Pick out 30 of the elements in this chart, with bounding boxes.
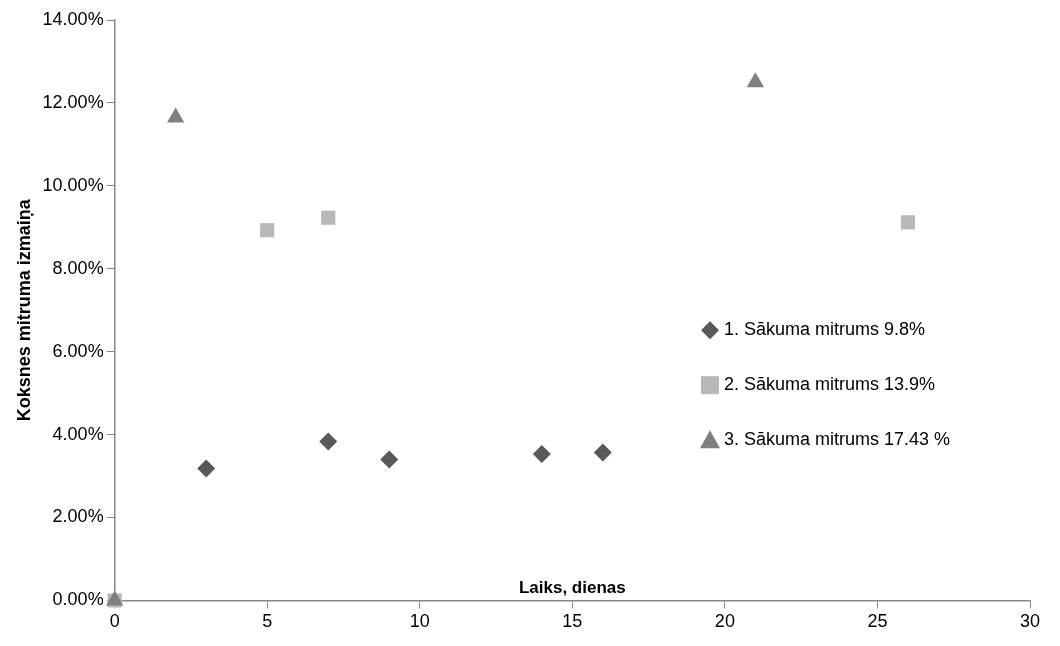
- x-tick-label: 30: [1019, 611, 1041, 632]
- point: [167, 107, 185, 123]
- legend-label: 1. Sākuma mitrums 9.8%: [724, 319, 926, 340]
- y-tick-label: 6.00%: [52, 340, 104, 361]
- x-tick-label: 10: [409, 611, 430, 632]
- x-tick-label: 0: [109, 611, 120, 632]
- point: [197, 459, 216, 478]
- legend-label: 2. Sākuma mitrums 13.9%: [724, 374, 936, 395]
- x-tick-label: 15: [562, 611, 583, 632]
- y-tick-label: 10.00%: [42, 174, 104, 195]
- legend-label: 3. Sākuma mitrums 17.43 %: [724, 429, 951, 450]
- x-tick-label: 25: [867, 611, 888, 632]
- point: [746, 72, 765, 88]
- point: [319, 432, 338, 451]
- point: [593, 443, 612, 462]
- y-tick-label: 14.00%: [42, 8, 104, 29]
- x-axis-title: Laiks, dienas: [518, 577, 626, 597]
- point: [260, 223, 275, 238]
- point: [321, 210, 336, 225]
- point: [532, 445, 551, 464]
- point: [900, 215, 916, 230]
- x-tick-label: 5: [262, 611, 273, 632]
- y-tick-label: 4.00%: [52, 423, 104, 444]
- y-axis-title: Koksnes mitruma izmaiņa: [13, 198, 34, 422]
- point: [380, 450, 399, 469]
- y-tick-label: 12.00%: [42, 91, 104, 112]
- y-tick-label: 8.00%: [52, 257, 104, 278]
- y-tick-label: 2.00%: [52, 506, 104, 527]
- y-tick-label: 0.00%: [52, 589, 104, 610]
- x-tick-label: 20: [714, 611, 735, 632]
